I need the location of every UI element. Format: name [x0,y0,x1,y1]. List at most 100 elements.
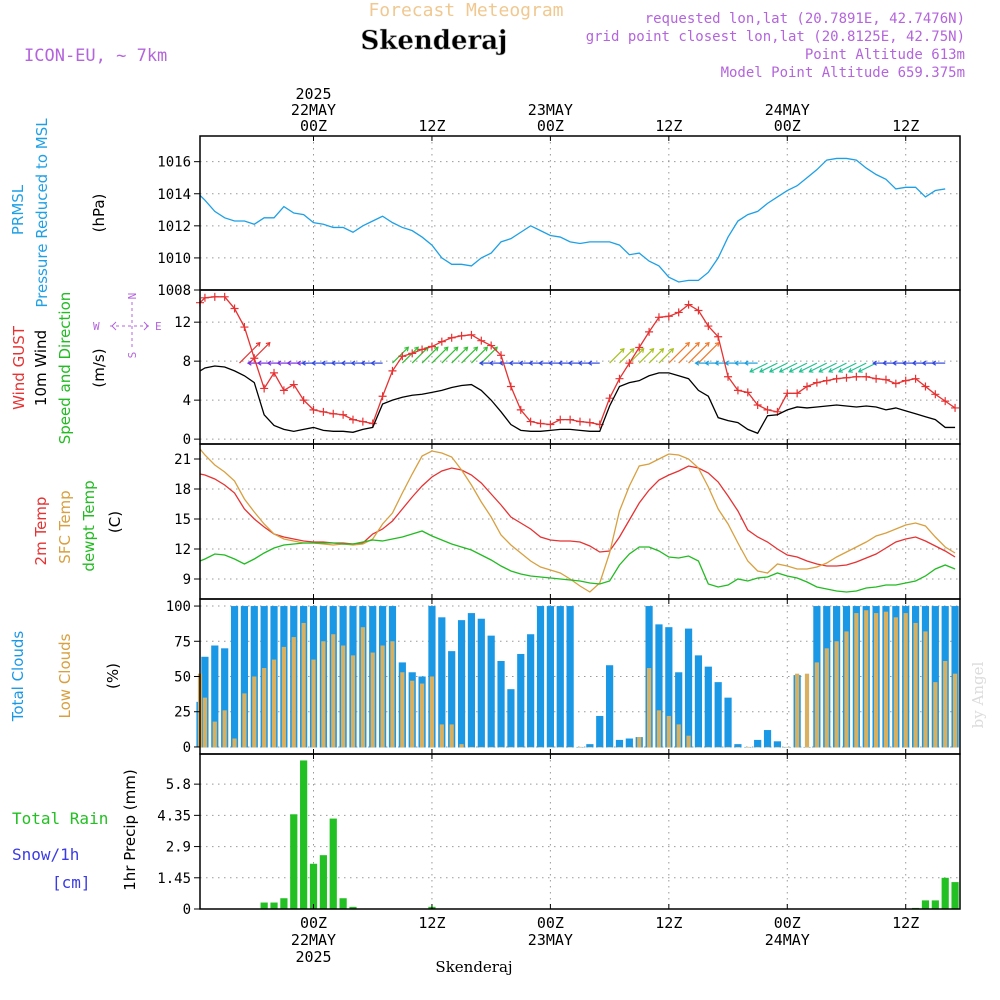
time-label-bottom: 12Z [418,914,445,932]
wind-direction-arrowhead [857,368,863,373]
wind-direction-arrowhead [629,348,635,353]
low-clouds-bar [716,746,721,748]
wind-direction-arrowhead [276,360,282,366]
time-label-top: 00Z [537,117,564,135]
gust-marker [477,336,486,345]
low-clouds-bar [577,746,583,748]
low-clouds-bar [548,746,553,748]
gust-marker [615,374,624,383]
gust-marker [753,401,762,410]
wind-direction-arrow [809,362,828,373]
total-clouds-bar [448,651,456,748]
wind-direction-arrowhead [360,360,366,366]
low-clouds-bar [952,673,958,748]
compass-south: S [126,352,139,359]
gust-marker [654,313,663,322]
total-rain-label: Total Rain [12,809,108,828]
wind-direction-arrowhead [768,368,774,373]
gust-marker [793,389,802,398]
wind-10m-label: 10m Wind [32,330,50,406]
wind-direction-arrowhead [528,360,533,366]
wind-direction-arrowhead [619,348,625,353]
y-tick-label: 50 [174,670,191,686]
gust-marker [378,392,387,401]
wind-direction-arrowhead [255,341,261,347]
low-clouds-bar [489,746,494,748]
gust-marker [299,396,308,405]
wind-direction-arrow [698,342,720,364]
wind-direction-arrow [858,362,877,373]
low-clouds-bar [400,672,405,748]
low-clouds-bar [252,676,257,748]
time-label-top: 12Z [418,117,445,135]
wind-direction-arrowhead [838,368,844,373]
low-clouds-bar [765,746,770,748]
rain-bar [349,906,357,909]
rain-bar [951,882,959,909]
wind-direction-arrow [749,362,768,373]
total-clouds-bar [675,672,683,748]
wind-direction-arrowhead [881,360,887,366]
low-clouds-bar [627,746,632,748]
low-clouds-bar [814,662,819,748]
compass-north: N [126,293,139,300]
total-clouds-bar [240,606,249,748]
low-clouds-bar [913,622,918,748]
total-clouds-bar [221,648,229,748]
y-tick-label: 12 [174,542,191,558]
rain-bar [339,898,347,909]
low-clouds-bar [775,746,780,748]
gust-marker [852,372,861,381]
time-label-top: 23MAY [528,101,573,119]
wind-direction-arrowhead [808,368,814,373]
compass-arrow-e [143,321,149,331]
y-tick-label: 100 [166,599,191,615]
gust-marker [457,331,466,340]
gust-marker [763,405,772,414]
credit-watermark: by Angel [969,661,987,728]
rain-bar [300,760,308,909]
requested-coords: requested lon,lat (20.7891E, 42.7476N) [645,11,965,27]
low-clouds-bar [528,746,533,748]
temperature-frame [199,443,961,600]
gust-marker [941,397,950,406]
compass-east: E [155,320,162,333]
low-clouds-bar [341,645,346,748]
gust-marker [694,306,703,315]
wind-direction-arrow [638,348,654,364]
total-clouds-bar [773,741,782,748]
gust-marker [576,417,584,426]
wind-direction-arrowhead [872,360,877,366]
wind-direction-arrowhead [256,360,262,366]
low-clouds-bar [281,646,286,748]
wind-direction-arrowhead [547,360,553,366]
temp-unit: (C) [106,511,124,533]
y-tick-label: 75 [174,634,191,650]
low-clouds-bar [795,673,800,748]
y-tick-label: 5.8 [166,777,191,793]
wind-direction-arrow [819,362,837,373]
wind-direction-arrowhead [743,360,749,366]
low-clouds-bar [262,668,267,748]
total-clouds-bar [477,618,485,748]
total-clouds-bar [467,613,476,748]
gust-marker [783,389,792,398]
gust-marker [733,386,742,395]
time-label-bottom: 23MAY [528,931,573,949]
wind-direction-arrow [678,342,700,364]
wind-direction-arrow [480,346,498,364]
rain-bar [941,877,949,909]
wind-direction-arrowhead [659,348,665,353]
y-tick-label: 21 [174,452,191,468]
y-tick-label: 4 [183,393,191,409]
low-clouds-bar [538,746,543,748]
low-clouds-bar [745,746,750,748]
low-clouds-bar [321,641,326,748]
rain-bar [309,863,318,909]
wind-direction-arrow [421,346,439,364]
gust-marker [891,379,900,388]
total-clouds-bar [556,606,564,748]
low-clouds-bar [419,683,425,748]
gust-marker [605,394,614,403]
